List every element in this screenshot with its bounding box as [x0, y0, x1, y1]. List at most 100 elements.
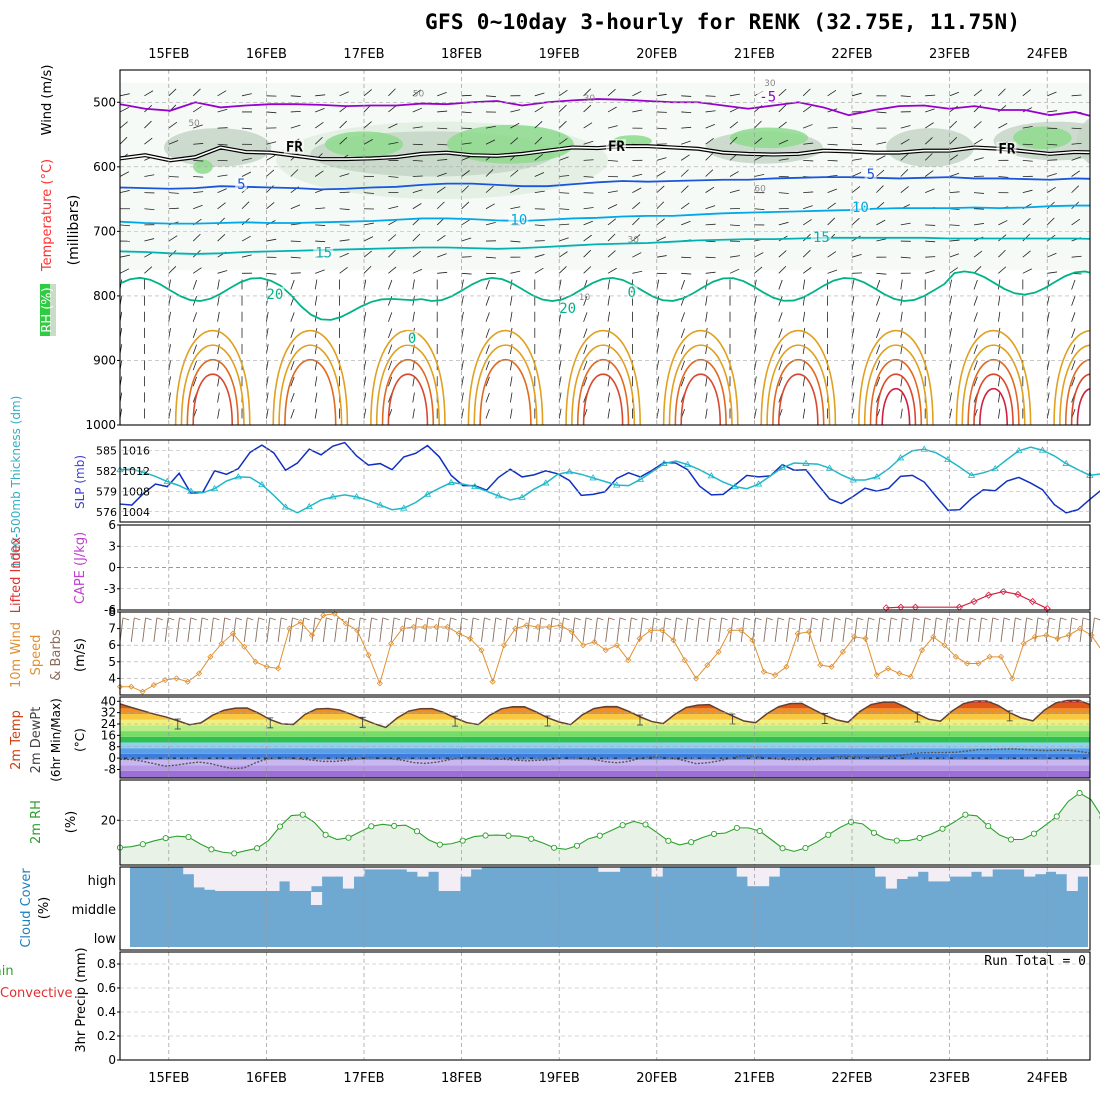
- wind-marker: [805, 628, 813, 635]
- panel-frame: [119, 951, 1091, 1061]
- wind-barb: [1071, 218, 1081, 226]
- wind-barb: [314, 376, 318, 387]
- li-marker: [999, 588, 1007, 596]
- contour-label-bg: [405, 330, 418, 345]
- thickness-marker: [849, 476, 857, 483]
- wind-barb: [412, 392, 415, 403]
- wind10-barb: [345, 617, 350, 642]
- wind-barb: [949, 172, 960, 177]
- wind10-barb: [706, 617, 711, 642]
- wind10-barb: [221, 617, 226, 642]
- rh-label: 60: [754, 184, 766, 194]
- precip-convective-label: Convective: [0, 986, 73, 1001]
- thickness-marker: [187, 487, 195, 494]
- cloud-clear-high: [353, 867, 365, 877]
- rh2m-marker: [231, 850, 238, 857]
- wind-marker: [704, 662, 711, 669]
- wind10-barb-flag: [744, 617, 751, 621]
- wind-barb: [412, 250, 421, 258]
- temp-band: [120, 700, 1090, 703]
- wind-barb: [973, 344, 978, 355]
- wind-barb: [705, 137, 714, 145]
- wind-barb: [217, 143, 228, 146]
- wind-barb: [168, 235, 178, 242]
- wind10-barb-flag: [755, 617, 762, 621]
- wind-barb: [876, 312, 881, 322]
- wind-barb: [973, 121, 982, 129]
- precip-total-label: Total / Rain: [0, 964, 14, 979]
- wind-barb: [1022, 89, 1031, 97]
- wind10-barb-flag: [416, 617, 423, 621]
- y-tick-label: 3: [108, 539, 116, 553]
- cloud-clear-high: [459, 867, 472, 877]
- y-tick-label: 0.8: [97, 957, 116, 971]
- contour-label-bg: [557, 301, 578, 316]
- temp2m-axis-label: 2m Temp: [9, 710, 24, 770]
- wind-barb: [1046, 360, 1050, 371]
- wind-barb: [1071, 94, 1082, 97]
- wind-barb: [388, 234, 397, 242]
- wind-barb: [1071, 360, 1076, 371]
- wind-barb: [827, 269, 838, 274]
- wind-barb: [705, 295, 708, 306]
- wind10-barb-flag: [247, 617, 254, 621]
- wind-barb: [363, 360, 367, 371]
- temperature-axis-label: Temperature (°C): [40, 159, 55, 272]
- wind10-barb-flag: [371, 617, 378, 621]
- date-label-bottom: 17FEB: [343, 1071, 384, 1086]
- wind-marker: [388, 640, 395, 647]
- wind-barb: [558, 120, 567, 129]
- rh2m-marker: [254, 845, 261, 852]
- wind-barb: [900, 153, 909, 161]
- wind-barb: [802, 267, 812, 274]
- wind-barb: [412, 189, 423, 194]
- wind10-barb: [266, 617, 271, 642]
- rh2m-marker: [459, 837, 466, 844]
- wind-barb: [973, 250, 983, 258]
- wind-barb: [705, 271, 716, 274]
- wind-barb: [1071, 255, 1082, 258]
- wind-barb: [1047, 173, 1057, 177]
- wind10-barb: [582, 617, 587, 642]
- isotherm-pbl: [1070, 373, 1090, 425]
- wind10-barb: [831, 617, 836, 642]
- cloud-clear-high: [1024, 867, 1036, 877]
- wind-barb: [705, 186, 715, 193]
- wind10-barb-flag: [1082, 617, 1090, 621]
- wind-barb: [680, 185, 689, 193]
- slp-tick-label: 1012: [122, 465, 150, 478]
- temp-band: [120, 702, 1090, 709]
- cloud-clear-high: [289, 867, 301, 891]
- wind10-barb-flag: [506, 617, 514, 621]
- slp-axis-label: SLP (mb): [73, 455, 87, 509]
- wind-marker: [184, 678, 191, 685]
- cape-axis-label: CAPE (J/kg): [73, 532, 88, 604]
- wind-barb: [120, 268, 130, 274]
- wind-barb: [754, 252, 764, 258]
- wind-marker: [139, 688, 146, 695]
- panel-frame: [119, 779, 1091, 866]
- wind-marker: [647, 627, 654, 634]
- wind-barb: [485, 328, 490, 339]
- wind10-barb-flag: [552, 617, 559, 621]
- wind10-barb-flag: [235, 617, 243, 621]
- cloud-clear-high: [768, 867, 780, 877]
- wind-barb: [290, 360, 295, 371]
- rh2m-marker: [688, 839, 695, 846]
- wind-barb: [803, 205, 813, 210]
- wind-barb: [754, 137, 763, 145]
- wind-marker: [997, 653, 1005, 660]
- y-tick-label: -8: [104, 762, 116, 776]
- isotherm-pbl: [381, 358, 435, 425]
- wind-barb: [778, 192, 789, 194]
- cloud-clear-high: [1077, 867, 1089, 877]
- contour-label-bg: [283, 139, 304, 154]
- wind-barb: [998, 249, 1006, 258]
- wind-barb: [876, 238, 887, 242]
- wind-barb: [681, 126, 692, 129]
- wind-barb: [510, 376, 513, 387]
- wind10-barb: [469, 617, 474, 642]
- wind-barb: [583, 296, 588, 306]
- y-tick-label: 32: [101, 706, 116, 720]
- thickness-marker: [683, 460, 692, 467]
